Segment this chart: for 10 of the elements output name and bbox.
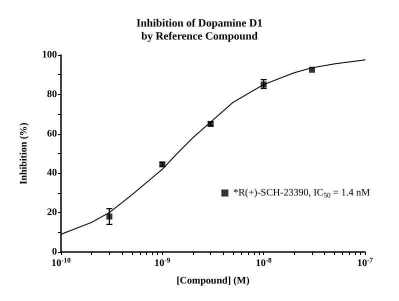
y-tick-label: 20 <box>47 207 57 218</box>
y-tick-label: 60 <box>47 128 57 140</box>
chart-title: Inhibition of Dopamine D1 by Reference Compound <box>136 18 263 42</box>
y-tick-label: 0 <box>52 246 57 258</box>
x-axis-title: [Compound] (M) <box>176 276 250 286</box>
y-tick-label: 100 <box>42 50 57 60</box>
point <box>106 214 112 220</box>
y-tick-label: 40 <box>47 168 57 179</box>
y-tick-label: 80 <box>47 88 57 100</box>
y-axis-title: Inhibition (%) <box>18 122 30 184</box>
